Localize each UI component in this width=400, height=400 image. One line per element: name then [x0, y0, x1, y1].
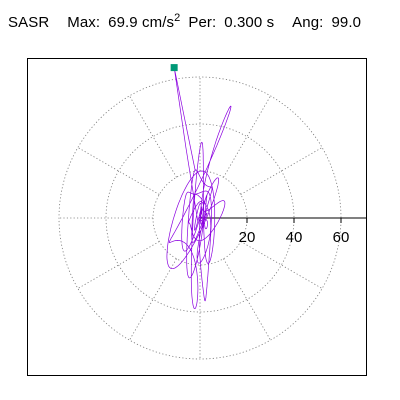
peak-marker — [170, 64, 178, 72]
grid-spoke-240 — [129, 258, 177, 341]
orbit-trace-path — [166, 67, 232, 309]
max-label: Max: — [67, 14, 101, 31]
radial-tick-label-60: 60 — [333, 229, 350, 246]
station-name: SASR — [8, 14, 50, 31]
max-unit: cm/s — [142, 14, 175, 31]
angle-label: Ang: — [292, 14, 324, 31]
grid-spoke-210 — [77, 241, 160, 289]
grid-spoke-120 — [129, 95, 177, 178]
response-header: SASR Max: 69.9 cm/s2 Per: 0.300 s Ang: 99.0 — [8, 12, 362, 31]
radial-tick-label-40: 40 — [286, 229, 303, 246]
grid-spoke-60 — [223, 95, 271, 178]
grid-spoke-30 — [240, 147, 323, 195]
max-unit-exponent: 2 — [174, 12, 181, 24]
orbit-trace — [166, 67, 232, 309]
grid-spoke-300 — [223, 258, 271, 341]
polar-orbit-plot: 20 40 60 — [58, 64, 366, 360]
angle-value: 99.0 — [331, 14, 362, 31]
period-label: Per: — [188, 14, 217, 31]
max-value: 69.9 — [108, 14, 138, 31]
grid-spoke-150 — [77, 147, 160, 195]
grid-spoke-330 — [240, 241, 323, 289]
period-value: 0.300 s — [224, 14, 275, 31]
radial-axis: 20 40 60 — [200, 217, 366, 246]
radial-tick-label-20: 20 — [239, 229, 256, 246]
peak-marker-layer — [170, 64, 178, 72]
polar-plot-frame: 20 40 60 — [27, 58, 367, 376]
